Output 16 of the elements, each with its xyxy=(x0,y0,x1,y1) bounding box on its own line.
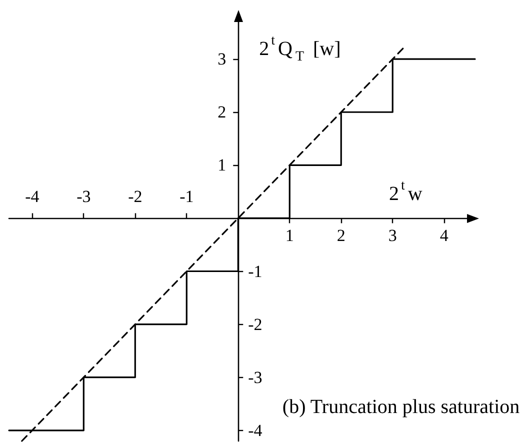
y-tick-label: 3 xyxy=(218,50,226,69)
y2-tick-label: -3 xyxy=(248,368,262,387)
y-tick-label: 1 xyxy=(218,156,226,175)
y2-tick-label: -2 xyxy=(248,314,262,334)
x2-tick-label: -1 xyxy=(180,187,194,206)
x-tick-label: 1 xyxy=(285,226,294,246)
x2-tick-label: -4 xyxy=(25,187,40,206)
x-tick-label: 4 xyxy=(440,226,449,246)
x-tick-label: 2 xyxy=(336,226,346,246)
y-tick-label: 2 xyxy=(218,102,226,122)
annotation: (b) Truncation plus saturation xyxy=(282,396,520,418)
x2-tick-label: -3 xyxy=(76,187,91,206)
y2-tick-label: -1 xyxy=(248,262,262,281)
x2-tick-label: -2 xyxy=(128,187,142,206)
x-tick-label: 3 xyxy=(388,226,397,246)
y2-tick-label: -4 xyxy=(248,420,263,440)
